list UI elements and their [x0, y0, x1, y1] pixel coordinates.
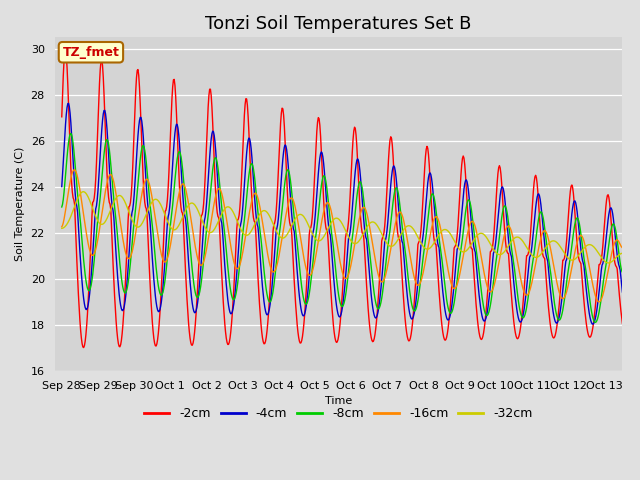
-2cm [138, 141, 145, 147]
-2cm [58, 114, 66, 120]
Title: Tonzi Soil Temperatures Set B: Tonzi Soil Temperatures Set B [205, 15, 472, 33]
-16cm [71, 167, 79, 173]
-8cm [319, 175, 326, 180]
-32cm [298, 212, 305, 217]
-8cm [474, 262, 482, 268]
-16cm [474, 238, 482, 243]
Line: -16cm: -16cm [62, 170, 623, 302]
-8cm [298, 284, 305, 290]
-32cm [80, 189, 88, 194]
-2cm [80, 345, 88, 350]
Legend: -2cm, -4cm, -8cm, -16cm, -32cm: -2cm, -4cm, -8cm, -16cm, -32cm [140, 402, 538, 425]
-8cm [591, 320, 599, 325]
-8cm [461, 216, 468, 222]
-2cm [461, 171, 469, 177]
-2cm [60, 58, 68, 64]
-2cm [61, 47, 69, 53]
-16cm [137, 196, 145, 202]
-32cm [474, 231, 482, 237]
-4cm [461, 181, 468, 187]
-4cm [65, 100, 72, 106]
Line: -32cm: -32cm [62, 192, 623, 263]
-4cm [619, 289, 627, 295]
-2cm [476, 330, 483, 336]
Line: -4cm: -4cm [62, 103, 623, 324]
-8cm [619, 270, 627, 276]
Text: TZ_fmet: TZ_fmet [63, 46, 120, 59]
-4cm [298, 310, 305, 315]
-16cm [298, 242, 305, 248]
Line: -2cm: -2cm [62, 50, 623, 348]
-32cm [137, 222, 145, 228]
-4cm [60, 146, 68, 152]
-16cm [58, 224, 66, 229]
-2cm [619, 321, 627, 326]
-16cm [595, 299, 603, 305]
-32cm [604, 260, 612, 266]
-4cm [589, 321, 597, 327]
-2cm [299, 334, 307, 339]
-4cm [58, 184, 66, 190]
-32cm [60, 225, 68, 230]
-32cm [461, 249, 468, 254]
-4cm [319, 154, 326, 160]
-8cm [137, 150, 145, 156]
-4cm [137, 115, 145, 120]
X-axis label: Time: Time [325, 396, 352, 407]
-16cm [619, 245, 627, 251]
-16cm [461, 245, 468, 251]
Line: -8cm: -8cm [62, 133, 623, 323]
-8cm [60, 190, 68, 195]
-16cm [319, 213, 326, 218]
-8cm [58, 204, 66, 210]
-4cm [474, 284, 482, 290]
-32cm [319, 235, 326, 241]
-32cm [619, 251, 627, 256]
-16cm [60, 216, 68, 222]
-2cm [320, 196, 328, 202]
-8cm [67, 131, 75, 136]
Y-axis label: Soil Temperature (C): Soil Temperature (C) [15, 147, 25, 262]
-32cm [58, 226, 66, 231]
